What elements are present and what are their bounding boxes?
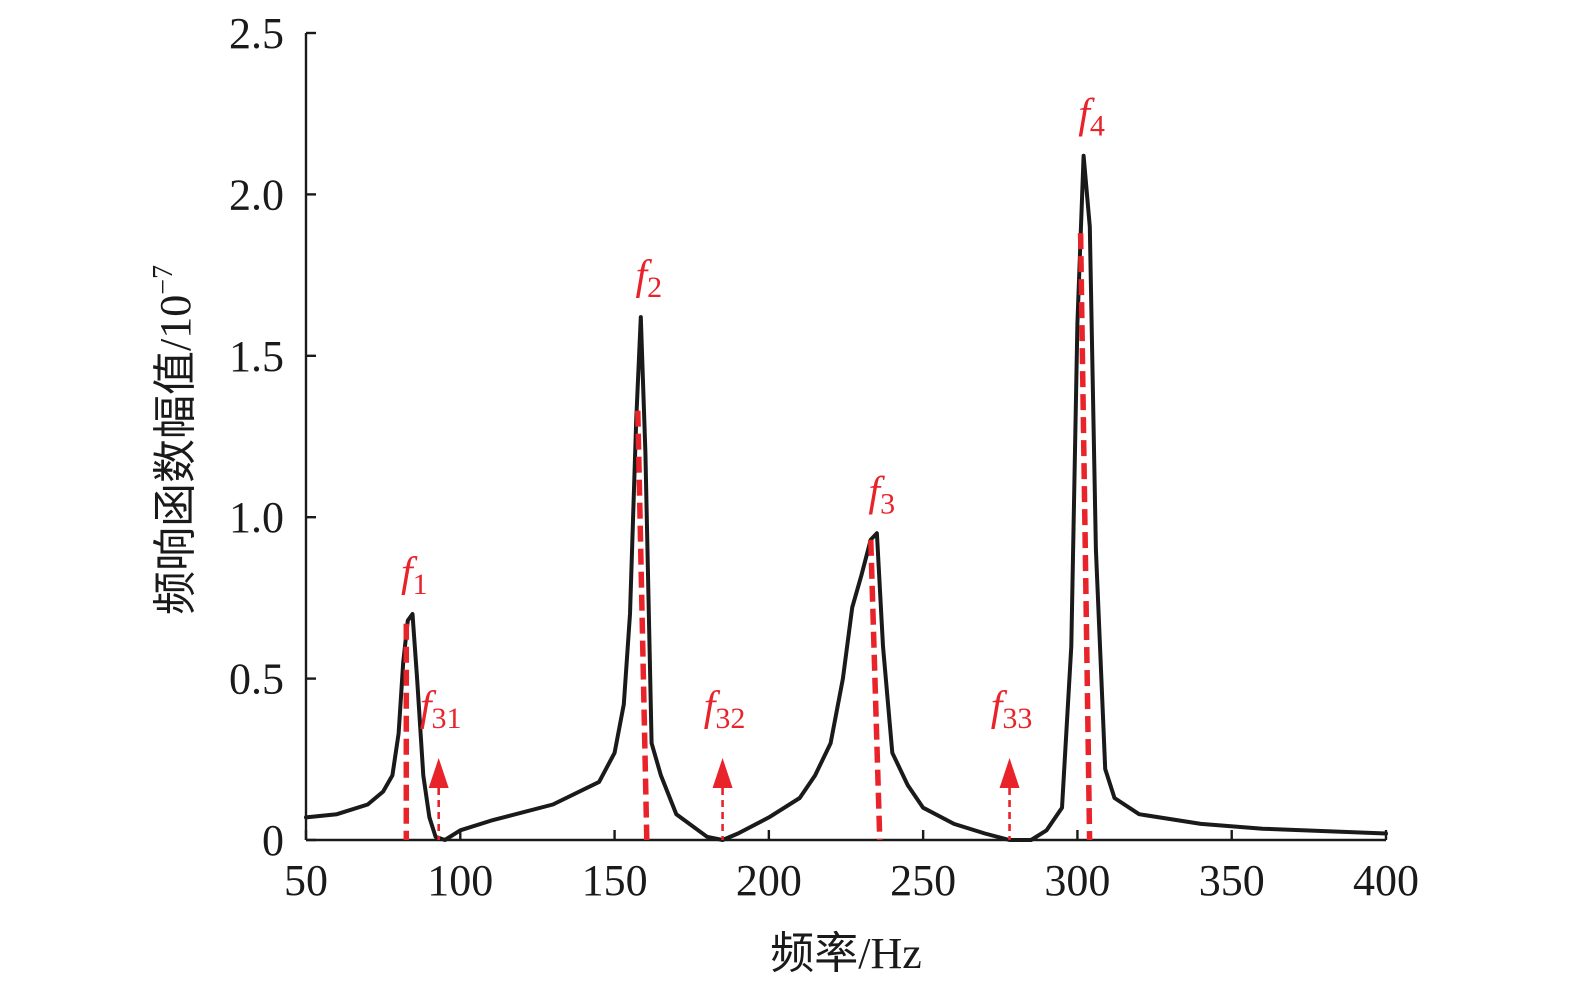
y-tick-label: 1.5 <box>229 332 284 381</box>
x-tick-label: 50 <box>284 856 328 905</box>
antiresonance-arrowhead <box>999 758 1020 788</box>
peak-marker-line <box>1077 233 1093 841</box>
peak-label-sub: 2 <box>647 271 662 304</box>
y-tick-label: 0.5 <box>229 655 284 704</box>
axes <box>304 33 1386 842</box>
y-axis-label-text: 频响函数幅值/10 <box>151 295 200 615</box>
y-tick-label: 0 <box>262 816 284 865</box>
x-ticks: 50 100 150 200 250 300 350 400 <box>284 830 1419 905</box>
x-tick-label: 350 <box>1199 856 1265 905</box>
peak-label: f4 <box>1078 92 1105 143</box>
peak-label: f2 <box>635 253 662 304</box>
antiresonance-label: f31 <box>420 684 462 735</box>
antiresonance-label-sub: 32 <box>715 702 745 735</box>
y-axis-label: 频响函数幅值/10−7 <box>148 265 200 615</box>
peak-label-sub: 1 <box>413 568 428 601</box>
y-ticks: 0 0.5 1.0 1.5 2.0 2.5 <box>229 9 316 865</box>
antiresonance-label: f33 <box>991 684 1033 735</box>
peak-label: f3 <box>868 469 895 520</box>
x-tick-label: 200 <box>736 856 802 905</box>
peak-marker-line <box>635 410 650 841</box>
x-tick-label: 100 <box>427 856 493 905</box>
peak-label-sub: 3 <box>880 487 895 520</box>
frf-curve <box>304 153 1388 842</box>
antiresonance-label-sub: 33 <box>1002 702 1032 735</box>
y-axis-label-exponent: −7 <box>148 265 179 295</box>
x-tick-label: 150 <box>582 856 648 905</box>
antiresonance-arrowhead <box>428 758 449 788</box>
x-axis-label: 频率/Hz <box>770 929 922 978</box>
y-tick-label: 2.0 <box>229 170 284 219</box>
peak-label-sub: 4 <box>1090 110 1105 143</box>
y-tick-label: 2.5 <box>229 9 284 58</box>
antiresonance-label: f32 <box>704 684 746 735</box>
y-tick-label: 1.0 <box>229 493 284 542</box>
peak-marker-line <box>868 539 883 841</box>
antiresonance-arrowhead <box>712 758 733 788</box>
x-tick-label: 250 <box>890 856 956 905</box>
x-tick-label: 400 <box>1353 856 1419 905</box>
peak-label: f1 <box>401 550 428 601</box>
x-tick-label: 300 <box>1044 856 1110 905</box>
antiresonance-label-sub: 31 <box>432 702 462 735</box>
